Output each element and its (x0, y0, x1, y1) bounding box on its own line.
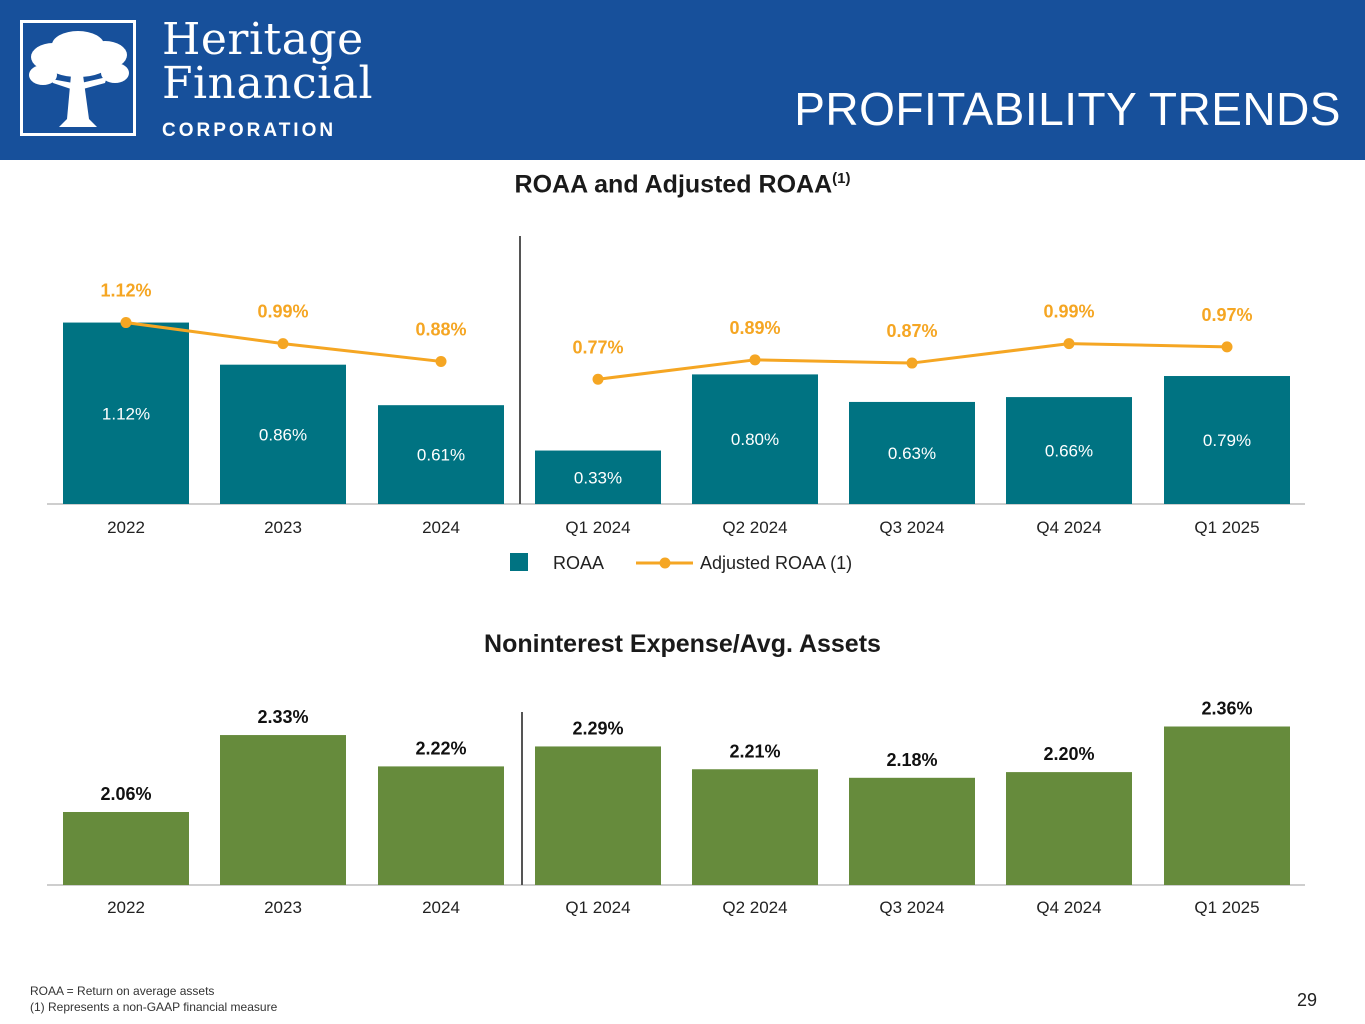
noninterest-x-tick-q4-2024: Q4 2024 (1036, 898, 1101, 917)
roaa-bar-q3-2024 (849, 401, 975, 504)
adjusted-roaa-point-q3-2024 (906, 357, 918, 369)
roaa-x-tick-2023: 2023 (264, 518, 302, 537)
legend-adjusted-roaa-label: Adjusted ROAA (1) (700, 553, 852, 573)
noninterest-bar-label-q4-2024: 2.20% (1043, 744, 1094, 764)
noninterest-bar-q1-2025 (1164, 726, 1290, 885)
noninterest-bar-label-2023: 2.33% (257, 707, 308, 727)
roaa-bar-2022 (63, 322, 189, 504)
noninterest-bar-q4-2024 (1006, 772, 1132, 885)
roaa-bar-label-q3-2024: 0.63% (888, 444, 936, 463)
logo-line-corporation: CORPORATION (162, 120, 337, 141)
adjusted-roaa-point-q2-2024 (749, 354, 761, 366)
roaa-bar-label-2024: 0.61% (417, 446, 465, 465)
adjusted-roaa-point-2022 (120, 317, 132, 329)
adjusted-roaa-point-q1-2025 (1221, 341, 1233, 353)
adjusted-roaa-point-2023 (277, 338, 289, 350)
roaa-bar-label-q1-2024: 0.33% (574, 468, 622, 487)
adjusted-roaa-label-2022: 1.12% (100, 281, 151, 301)
legend-roaa-swatch (510, 553, 528, 571)
roaa-x-tick-q3-2024: Q3 2024 (879, 518, 944, 537)
page-number: 29 (1296, 990, 1317, 1010)
footnote-roaa-definition: ROAA = Return on average assets (30, 984, 215, 998)
roaa-x-tick-2022: 2022 (107, 518, 145, 537)
noninterest-chart-title: Noninterest Expense/Avg. Assets (484, 630, 881, 658)
roaa-chart-title: ROAA and Adjusted ROAA(1) (0, 170, 1365, 199)
adjusted-roaa-label-2023: 0.99% (257, 302, 308, 322)
tree-logo-icon (20, 20, 136, 136)
roaa-bar-q1-2024 (535, 450, 661, 504)
company-logo-text: Heritage Financial CORPORATION (162, 18, 373, 142)
noninterest-bar-q1-2024 (535, 746, 661, 885)
noninterest-bar-2023 (220, 735, 346, 885)
adjusted-roaa-point-q4-2024 (1063, 338, 1075, 350)
roaa-bar-q1-2025 (1164, 376, 1290, 504)
adjusted-roaa-label-2024: 0.88% (415, 319, 466, 339)
noninterest-x-tick-q1-2024: Q1 2024 (565, 898, 630, 917)
roaa-x-tick-2024: 2024 (422, 518, 460, 537)
adjusted-roaa-point-q1-2024 (592, 373, 604, 385)
noninterest-bar-q3-2024 (849, 777, 975, 885)
noninterest-bar-2022 (63, 812, 189, 885)
noninterest-bar-label-q1-2024: 2.29% (572, 718, 623, 738)
noninterest-x-tick-q2-2024: Q2 2024 (722, 898, 787, 917)
noninterest-bar-q2-2024 (692, 769, 818, 885)
roaa-chart-title-superscript: (1) (832, 170, 851, 187)
noninterest-bar-label-2022: 2.06% (100, 784, 151, 804)
noninterest-x-tick-2024: 2024 (422, 898, 460, 917)
legend-roaa-label: ROAA (553, 553, 604, 573)
noninterest-x-tick-q1-2025: Q1 2025 (1194, 898, 1259, 917)
adjusted-roaa-label-q1-2025: 0.97% (1201, 305, 1252, 325)
noninterest-bar-2024 (378, 766, 504, 885)
roaa-bar-label-2022: 1.12% (102, 404, 150, 423)
roaa-chart: 1.12% 2022 0.86% 2023 0.61% 2024 0.33% Q1 2024 0… (47, 236, 1305, 573)
roaa-x-tick-q2-2024: Q2 2024 (722, 518, 787, 537)
roaa-x-tick-q1-2025: Q1 2025 (1194, 518, 1259, 537)
logo-line-heritage: Heritage (162, 14, 364, 65)
adjusted-roaa-label-q2-2024: 0.89% (729, 318, 780, 338)
noninterest-bar-label-q2-2024: 2.21% (729, 741, 780, 761)
roaa-bar-label-q2-2024: 0.80% (731, 430, 779, 449)
roaa-bar-q4-2024 (1006, 397, 1132, 504)
logo-line-financial: Financial (162, 58, 374, 109)
legend-adjusted-roaa-marker (659, 557, 671, 569)
adjusted-roaa-point-2024 (435, 355, 447, 367)
page-title: PROFITABILITY TRENDS (794, 83, 1341, 135)
roaa-bar-q2-2024 (692, 374, 818, 504)
roaa-chart-title-text: ROAA and Adjusted ROAA (514, 170, 833, 199)
roaa-x-tick-q1-2024: Q1 2024 (565, 518, 630, 537)
roaa-x-tick-q4-2024: Q4 2024 (1036, 518, 1101, 537)
noninterest-bar-label-q3-2024: 2.18% (886, 750, 937, 770)
roaa-bar-2023 (220, 364, 346, 504)
roaa-bar-label-2023: 0.86% (259, 425, 307, 444)
noninterest-x-tick-2023: 2023 (264, 898, 302, 917)
noninterest-x-tick-q3-2024: Q3 2024 (879, 898, 944, 917)
roaa-bar-label-q1-2025: 0.79% (1203, 431, 1251, 450)
adjusted-roaa-label-q1-2024: 0.77% (572, 337, 623, 357)
adjusted-roaa-label-q4-2024: 0.99% (1043, 302, 1094, 322)
adjusted-roaa-label-q3-2024: 0.87% (886, 321, 937, 341)
noninterest-x-tick-2022: 2022 (107, 898, 145, 917)
noninterest-bar-label-2024: 2.22% (415, 738, 466, 758)
roaa-bar-2024 (378, 405, 504, 504)
noninterest-bar-label-q1-2025: 2.36% (1201, 699, 1252, 719)
footnote-non-gaap: (1) Represents a non-GAAP financial meas… (30, 1000, 278, 1014)
noninterest-expense-chart: 2.06% 2022 2.33% 2023 2.22% 2024 2.29% Q1 2024 2… (47, 699, 1305, 917)
roaa-bar-label-q4-2024: 0.66% (1045, 442, 1093, 461)
header-banner: Heritage Financial CORPORATION PROFITABI… (0, 0, 1365, 160)
